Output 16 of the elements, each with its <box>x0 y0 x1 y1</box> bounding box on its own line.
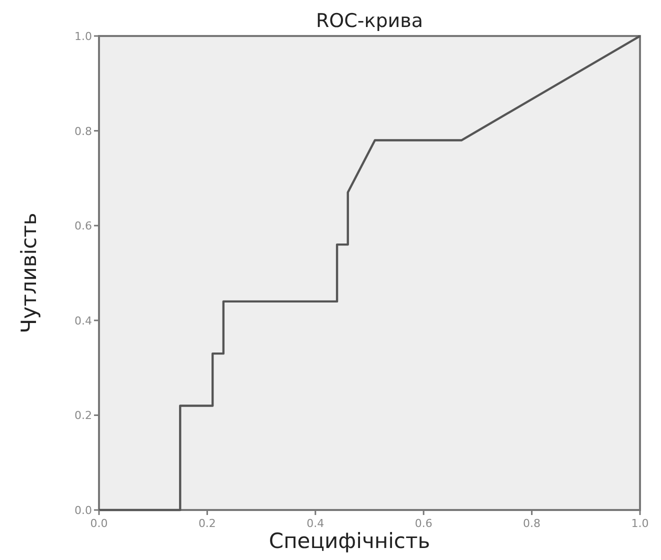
y-tick-label: 1.0 <box>74 30 92 43</box>
y-tick-label: 0.4 <box>74 314 92 328</box>
line-series <box>98 34 642 512</box>
y-tick-label: 0.6 <box>74 220 92 233</box>
y-tick-label: 0.0 <box>74 504 92 517</box>
chart-title: ROC-крива <box>316 10 424 32</box>
x-tick-label: 0.6 <box>414 517 432 530</box>
x-tick-label: 0.8 <box>523 517 541 530</box>
x-axis-title: Специфічність <box>268 529 430 553</box>
x-tick-label: 0.0 <box>90 517 108 530</box>
x-tick-label: 0.2 <box>198 517 216 530</box>
x-tick-label: 1.0 <box>631 517 649 530</box>
y-tick-label: 0.8 <box>74 124 92 138</box>
y-tick-label: 0.2 <box>74 409 92 422</box>
y-axis-title: Чутливість <box>17 212 41 334</box>
x-tick-label: 0.4 <box>306 517 324 530</box>
